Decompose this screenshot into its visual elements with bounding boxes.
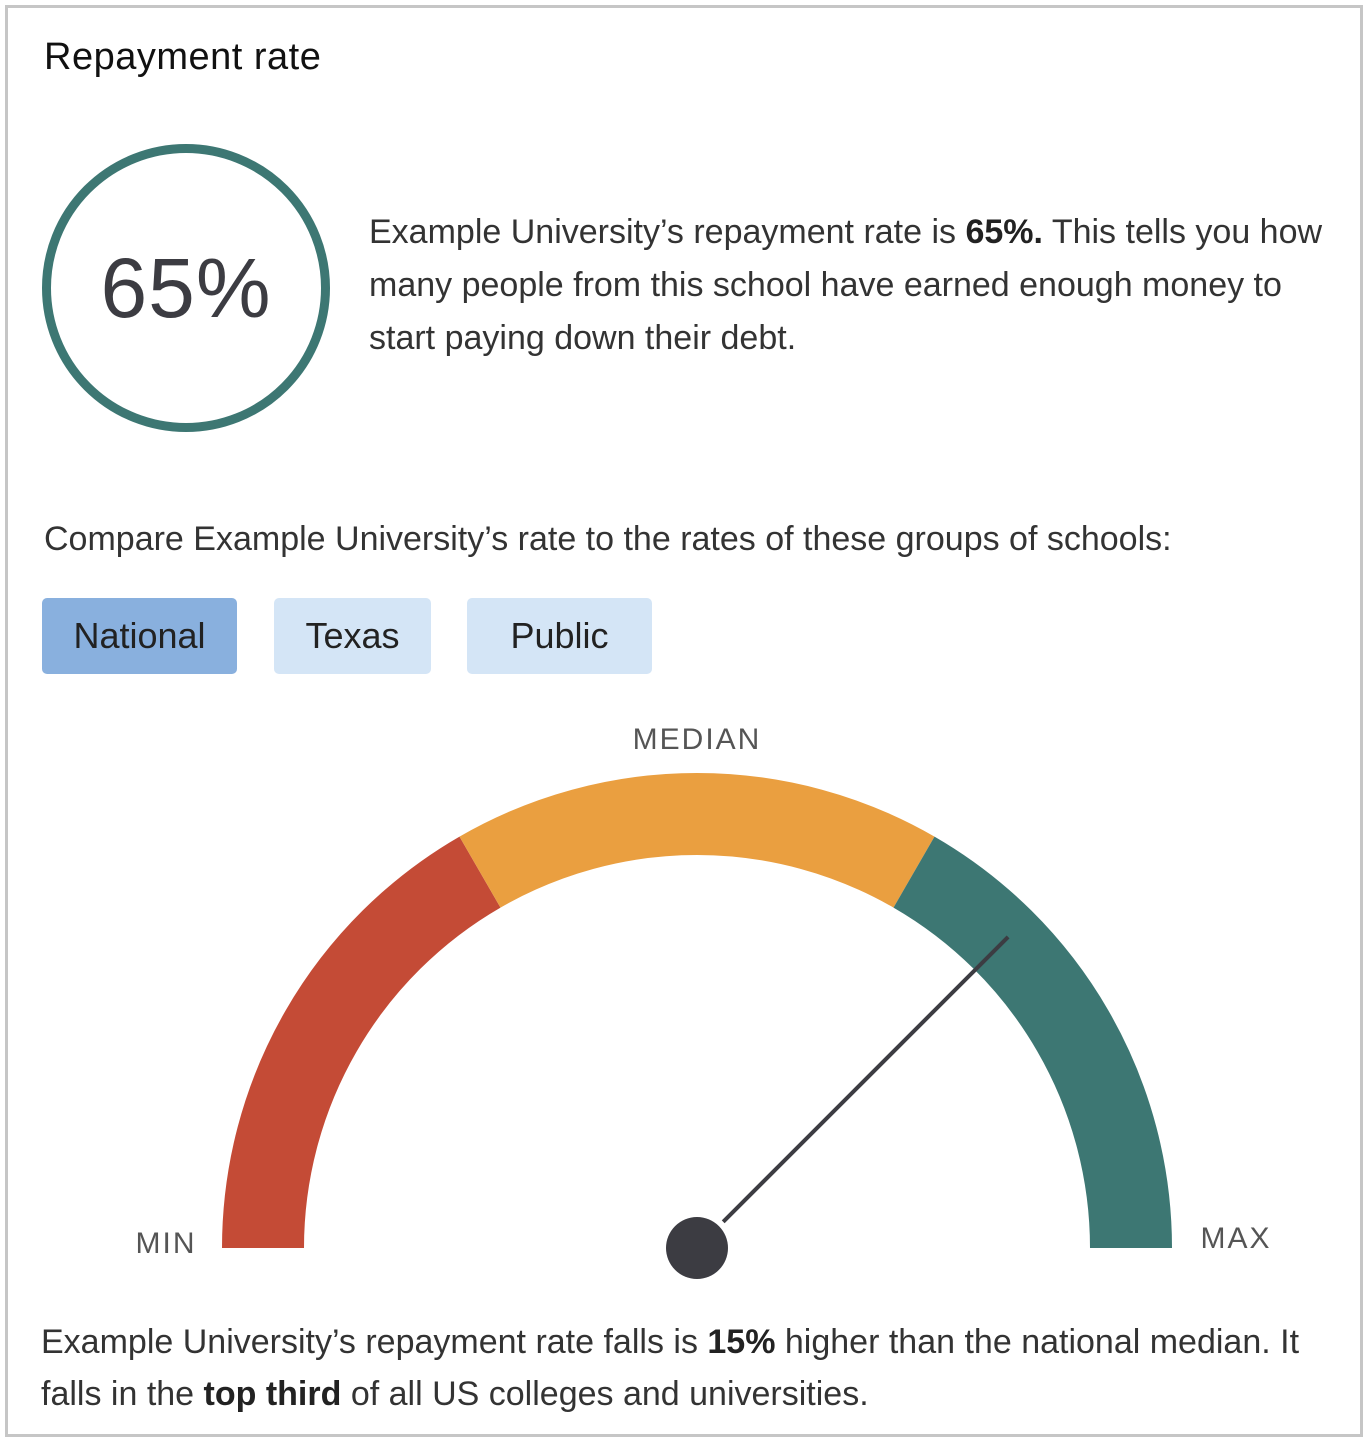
rate-summary-text-end: This tells you how many people from this…: [369, 213, 1323, 357]
gauge-segment-low: [222, 836, 501, 1249]
rate-value: 65%: [100, 240, 272, 335]
gauge-needle: [721, 935, 1010, 1224]
rate-summary: Example University’s repayment rate is 6…: [369, 206, 1329, 365]
card-title: Repayment rate: [44, 36, 322, 78]
comparison-text-mid: higher than the national median. It fall…: [41, 1323, 1300, 1413]
tab-national[interactable]: National: [42, 598, 237, 674]
rate-ring: 65%: [42, 144, 330, 432]
gauge-max-label: MAX: [1200, 1222, 1271, 1255]
tab-public[interactable]: Public: [467, 598, 652, 674]
gauge-segment-high: [893, 836, 1172, 1249]
repayment-gauge: MIN MEDIAN MAX: [136, 723, 1271, 1279]
comparison-tier: top third: [203, 1375, 342, 1413]
compare-label: Compare Example University’s rate to the…: [44, 520, 1172, 558]
comparison-summary: Example University’s repayment rate fall…: [41, 1316, 1341, 1420]
gauge-needle-hub: [666, 1217, 728, 1279]
tab-texas[interactable]: Texas: [274, 598, 431, 674]
comparison-text: Example University’s repayment rate fall…: [41, 1323, 708, 1361]
gauge-min-label: MIN: [136, 1227, 197, 1260]
rate-summary-value: 65%.: [965, 213, 1043, 251]
rate-summary-text: Example University’s repayment rate is: [369, 213, 966, 251]
gauge-segment-median: [459, 773, 935, 908]
comparison-difference: 15%: [707, 1323, 776, 1361]
repayment-card: [5, 5, 1363, 1437]
gauge-median-label: MEDIAN: [633, 723, 762, 756]
comparison-text-end: of all US colleges and universities.: [341, 1375, 869, 1413]
